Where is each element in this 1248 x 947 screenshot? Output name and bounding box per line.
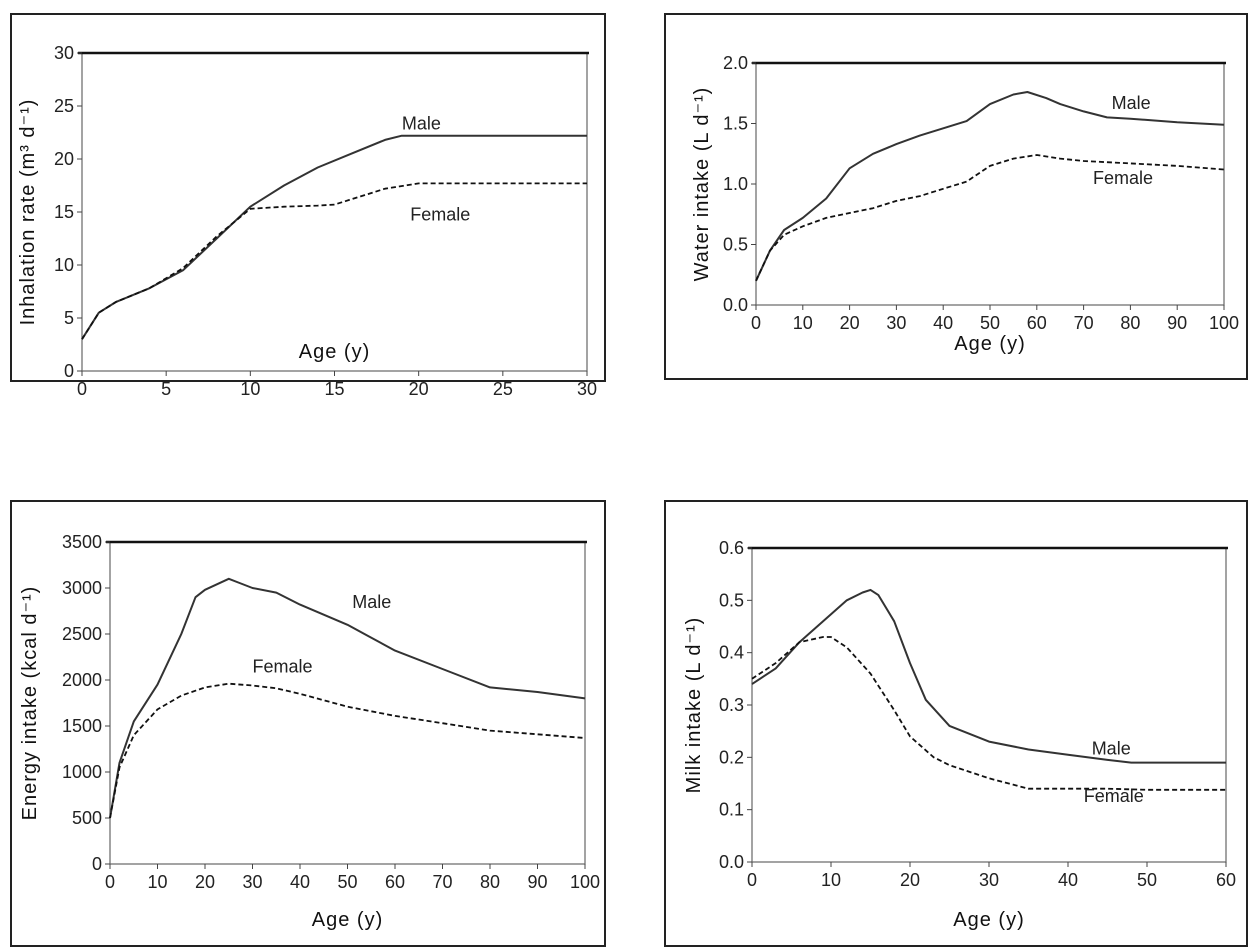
x-tick-label: 50: [1137, 870, 1157, 890]
y-tick-label: 10: [54, 255, 74, 275]
y-tick-label: 0.3: [719, 695, 744, 715]
x-tick-label: 0: [105, 872, 115, 892]
x-tick-label: 20: [840, 313, 860, 333]
plot-frame: [755, 62, 1225, 306]
plot-frame: [81, 52, 588, 372]
y-tick-label: 1.5: [723, 114, 748, 134]
y-tick-label: 0: [92, 854, 102, 874]
chart-svg: 0 10 20 30 40 50 60 70 80 90 100050010001500200025…: [19, 532, 600, 931]
y-tick-label: 1.0: [723, 174, 748, 194]
x-tick-label: 40: [1058, 870, 1078, 890]
x-tick-label: 10: [147, 872, 167, 892]
series-label-male: Male: [1092, 739, 1131, 759]
y-tick-label: 0.6: [719, 538, 744, 558]
y-tick-label: 2000: [62, 670, 102, 690]
y-tick-label: 15: [54, 202, 74, 222]
y-tick-label: 0.5: [719, 590, 744, 610]
y-axis-label: Milk intake (L d⁻¹): [683, 617, 705, 794]
y-tick-label: 3500: [62, 532, 102, 552]
x-tick-label: 100: [570, 872, 600, 892]
x-tick-label: 10: [821, 870, 841, 890]
series-label-female: Female: [1093, 168, 1153, 188]
x-tick-label: 50: [337, 872, 357, 892]
x-tick-label: 30: [979, 870, 999, 890]
x-tick-label: 5: [161, 379, 171, 399]
x-tick-label: 50: [980, 313, 1000, 333]
y-tick-label: 2.0: [723, 53, 748, 73]
y-tick-label: 1000: [62, 762, 102, 782]
y-axis-label: Water intake (L d⁻¹): [691, 87, 713, 282]
x-tick-label: 70: [1074, 313, 1094, 333]
y-tick-label: 1500: [62, 716, 102, 736]
series-line-male: [755, 91, 1225, 282]
x-tick-label: 10: [793, 313, 813, 333]
x-tick-label: 60: [1216, 870, 1236, 890]
x-tick-label: 0: [751, 313, 761, 333]
x-axis-label: Age (y): [953, 909, 1024, 931]
y-tick-label: 5: [64, 308, 74, 328]
series-line-female: [751, 636, 1226, 791]
series-line-female: [755, 154, 1225, 282]
x-tick-label: 30: [577, 379, 597, 399]
series-line-male: [81, 134, 587, 340]
x-axis-label: Age (y): [954, 333, 1025, 355]
inhalation-rate-chart: 0 5 10 15 20 25 30 0 5 10 15 20 25 30 Age (y) Inhalatio…: [10, 13, 606, 399]
x-tick-label: 30: [242, 872, 262, 892]
series-label-female: Female: [253, 657, 313, 677]
x-tick-label: 80: [1120, 313, 1140, 333]
x-tick-label: 20: [900, 870, 920, 890]
x-tick-label: 60: [385, 872, 405, 892]
y-tick-label: 0.4: [719, 643, 744, 663]
x-tick-label: 10: [240, 379, 260, 399]
y-tick-label: 0.0: [723, 295, 748, 315]
y-tick-label: 0.2: [719, 747, 744, 767]
y-tick-label: 25: [54, 96, 74, 116]
x-tick-label: 0: [77, 379, 87, 399]
series-label-male: Male: [402, 113, 441, 133]
y-tick-label: 3000: [62, 578, 102, 598]
chart-svg: 0 5 10 15 20 25 30 0 5 10 15 20 25 30 Age (y) Inhalatio…: [17, 43, 597, 399]
x-tick-label: 40: [290, 872, 310, 892]
x-tick-label: 40: [933, 313, 953, 333]
y-tick-label: 0.1: [719, 800, 744, 820]
plot-frame: [751, 547, 1227, 863]
y-tick-label: 500: [72, 808, 102, 828]
series-line-female: [81, 182, 587, 340]
series-line-female: [109, 682, 586, 819]
energy-intake-chart: 0 10 20 30 40 50 60 70 80 90 100 0 500 1000 1500 2000 25…: [10, 500, 606, 947]
x-tick-label: 60: [1027, 313, 1047, 333]
x-tick-label: 100: [1209, 313, 1239, 333]
y-axis-label: Inhalation rate (m³ d⁻¹): [17, 99, 39, 326]
series-line-male: [109, 577, 586, 819]
x-axis-label: Age (y): [299, 341, 370, 363]
series-label-female: Female: [1084, 786, 1144, 806]
x-tick-label: 15: [324, 379, 344, 399]
x-tick-label: 30: [886, 313, 906, 333]
x-tick-label: 20: [409, 379, 429, 399]
y-tick-label: 0.0: [719, 852, 744, 872]
milk-intake-chart: 0 10 20 30 40 50 60 0.0 0.1 0.2 0.3 0.4 0.5 0.6 Age (y…: [664, 500, 1248, 947]
chart-svg: 0 10 20 30 40 50 60 0.0 0.1 0.2 0.3 0.4 0.5 0.6 Age (y…: [683, 538, 1236, 931]
y-axis-label: Energy intake (kcal d⁻¹): [19, 586, 41, 821]
series-label-female: Female: [410, 204, 470, 224]
y-tick-label: 30: [54, 43, 74, 63]
plot-frame: [109, 541, 586, 865]
x-tick-label: 20: [195, 872, 215, 892]
x-tick-label: 90: [1167, 313, 1187, 333]
x-tick-label: 90: [527, 872, 547, 892]
water-intake-chart: 0 10 20 30 40 50 60 70 80 90 100 0.0 0.5 1.0 1.5 2.0 Age…: [664, 13, 1248, 380]
series-line-male: [751, 588, 1226, 764]
x-axis-label: Age (y): [312, 909, 383, 931]
x-tick-label: 70: [432, 872, 452, 892]
series-label-male: Male: [1112, 93, 1151, 113]
y-tick-label: 0.5: [723, 235, 748, 255]
x-tick-label: 25: [493, 379, 513, 399]
y-tick-label: 0: [64, 361, 74, 381]
y-tick-label: 2500: [62, 624, 102, 644]
y-tick-label: 20: [54, 149, 74, 169]
x-tick-label: 0: [747, 870, 757, 890]
x-tick-label: 80: [480, 872, 500, 892]
series-label-male: Male: [352, 592, 391, 612]
chart-svg: 0 10 20 30 40 50 60 70 80 90 100 0.0 0.5 1.0 1.5 2.0 Age…: [691, 53, 1239, 355]
